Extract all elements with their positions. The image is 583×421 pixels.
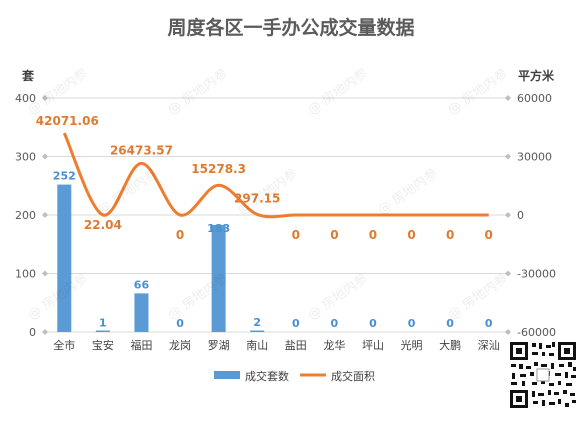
bar-data-label: 0 [446, 317, 454, 330]
qr-code-icon [508, 340, 578, 410]
left-axis-tick-mark [42, 329, 48, 335]
bar [95, 330, 110, 332]
bar-data-label: 1 [99, 316, 107, 329]
x-axis-tick-label: 福田 [130, 338, 152, 352]
line-data-label: 0 [485, 228, 493, 242]
watermark-text: @ 房地内参 [305, 270, 371, 323]
bar-data-label: 0 [176, 317, 184, 330]
x-axis-tick-label: 大鹏 [439, 338, 461, 352]
watermark-text: @ 房地内参 [95, 165, 161, 218]
legend-label-bar: 成交套数 [245, 369, 289, 383]
x-axis-tick-label: 龙岗 [169, 339, 191, 352]
line-data-label: 0 [369, 228, 377, 242]
x-axis-tick-label: 龙华 [323, 338, 345, 352]
x-axis-tick-label: 罗湖 [208, 339, 230, 352]
watermark-text: @ 房地内参 [375, 165, 441, 218]
bar [134, 293, 149, 332]
watermark-text: @ 房地内参 [445, 65, 511, 118]
line-data-label: 0 [407, 228, 415, 242]
line-data-label: 0 [292, 228, 300, 242]
right-axis-tick-mark [505, 95, 511, 101]
bar-data-label: 0 [369, 317, 377, 330]
bar-data-label: 66 [134, 278, 150, 291]
right-axis-tick-label: 0 [517, 209, 524, 222]
x-axis-tick-label: 光明 [401, 338, 423, 352]
right-axis-tick-mark [505, 212, 511, 218]
line-data-label: 26473.57 [110, 143, 173, 157]
bar [57, 184, 72, 332]
legend-label-line: 成交面积 [331, 369, 375, 383]
bar [250, 330, 265, 332]
bar-data-label: 0 [485, 317, 493, 330]
left-axis-tick-label: 200 [15, 209, 36, 222]
line-data-label: 22.04 [84, 218, 122, 232]
x-axis-tick-label: 南山 [246, 339, 268, 352]
left-axis-tick-mark [42, 270, 48, 277]
right-axis-tick-label: 30000 [517, 151, 552, 164]
bar [211, 224, 226, 332]
bar-data-label: 183 [207, 222, 230, 235]
legend-swatch-bar [214, 371, 240, 379]
line-data-label: 15278.3 [191, 162, 246, 176]
line-data-label: 42071.06 [36, 114, 99, 128]
line-data-label: 297.15 [234, 191, 280, 205]
right-axis-tick-mark [505, 270, 511, 277]
left-axis-tick-label: 100 [15, 268, 36, 281]
right-axis-tick-label: -60000 [517, 326, 556, 339]
left-axis-tick-label: 0 [29, 326, 36, 339]
left-axis-tick-mark [42, 212, 48, 218]
watermark-text: @ 房地内参 [305, 65, 371, 118]
x-axis-tick-label: 盐田 [285, 339, 307, 352]
bar-data-label: 0 [292, 317, 300, 330]
x-axis-tick-label: 深汕 [478, 339, 500, 352]
x-axis-tick-label: 宝安 [92, 338, 114, 352]
left-axis-tick-mark [42, 95, 48, 101]
right-axis-tick-label: -30000 [517, 268, 556, 281]
right-axis-tick-label: 60000 [517, 92, 552, 105]
left-axis-tick-mark [42, 153, 48, 160]
line-data-label: 0 [330, 228, 338, 242]
chart-title: 周度各区一手办公成交量数据 [167, 16, 414, 39]
x-axis-tick-label: 全市 [53, 338, 75, 352]
watermark-text: @ 房地内参 [165, 65, 231, 118]
right-axis-tick-mark [505, 329, 511, 335]
bar-data-label: 0 [331, 317, 339, 330]
left-axis-label: 套 [21, 68, 35, 83]
line-data-label: 0 [446, 228, 454, 242]
line-data-label: 0 [176, 228, 184, 242]
watermark-text: @ 房地内参 [445, 270, 511, 323]
x-axis-tick-label: 坪山 [362, 339, 384, 352]
bar-data-label: 252 [53, 170, 76, 183]
right-axis-label: 平方米 [518, 68, 555, 83]
bar-data-label: 0 [408, 317, 416, 330]
right-axis-tick-mark [505, 153, 511, 160]
left-axis-tick-label: 400 [15, 92, 36, 105]
left-axis-tick-label: 300 [15, 151, 36, 164]
bar-data-label: 2 [253, 316, 261, 329]
line-series-path [62, 132, 489, 219]
